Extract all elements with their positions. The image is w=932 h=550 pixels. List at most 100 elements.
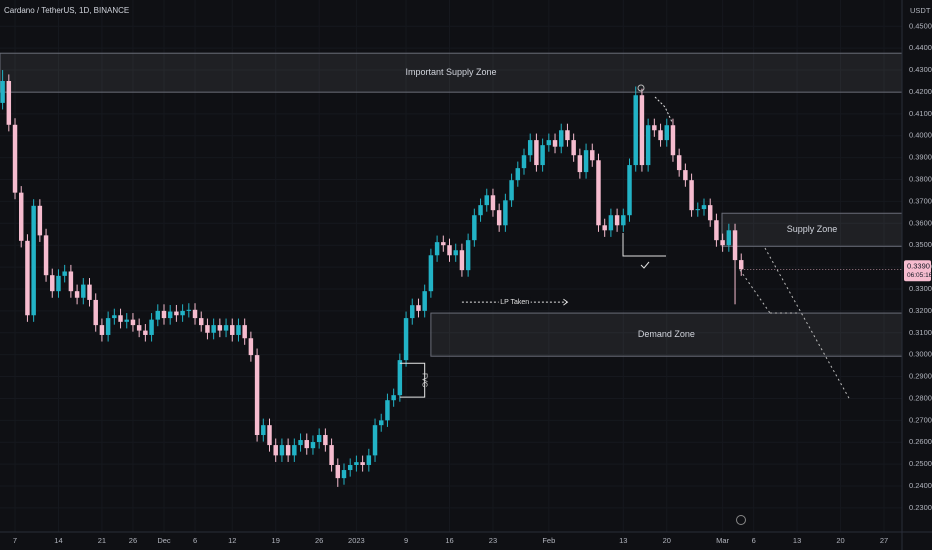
candle-body bbox=[509, 180, 514, 201]
zone-label: Supply Zone bbox=[787, 224, 838, 234]
lp-label-bg bbox=[498, 297, 531, 308]
candle-body bbox=[366, 455, 372, 466]
candle-body bbox=[329, 445, 334, 466]
candle-body bbox=[484, 195, 489, 206]
candle-body bbox=[670, 125, 676, 156]
y-tick-label: 0.3900 bbox=[909, 153, 932, 162]
candle-body bbox=[707, 205, 713, 221]
x-tick-label: Feb bbox=[542, 536, 555, 545]
x-tick-label: Dec bbox=[157, 536, 171, 545]
candle-body bbox=[478, 205, 483, 216]
x-tick-label: 6 bbox=[752, 536, 756, 545]
candle-body bbox=[378, 420, 384, 426]
candle-body bbox=[552, 140, 558, 147]
fvg-label: FVG bbox=[421, 373, 428, 387]
candle-body bbox=[174, 311, 179, 316]
candle-body bbox=[93, 299, 98, 326]
candle-body bbox=[347, 465, 353, 471]
candle-body bbox=[546, 140, 552, 146]
candle-body bbox=[428, 255, 434, 292]
fvg-box bbox=[399, 362, 426, 398]
y-tick-label: 0.4300 bbox=[909, 65, 932, 74]
x-tick-label: 21 bbox=[98, 536, 106, 545]
candle-body bbox=[136, 325, 142, 331]
lp-arrow bbox=[563, 298, 569, 306]
candle-body bbox=[683, 170, 688, 181]
candle-body bbox=[583, 150, 589, 173]
candle-body bbox=[614, 215, 620, 226]
zone bbox=[0, 52, 903, 93]
x-tick-label: 23 bbox=[489, 536, 497, 545]
candle-body bbox=[31, 205, 36, 316]
candle-body bbox=[602, 225, 607, 231]
candle-body bbox=[341, 470, 347, 479]
candle-body bbox=[74, 291, 80, 298]
candle-body bbox=[217, 325, 223, 331]
candle-body bbox=[397, 360, 403, 396]
x-tick-label: 26 bbox=[129, 536, 137, 545]
y-tick-label: 0.3700 bbox=[909, 196, 932, 205]
y-tick-label: 0.2600 bbox=[909, 437, 932, 446]
y-tick-label: 0.2800 bbox=[909, 393, 932, 402]
x-tick-label: 6 bbox=[193, 536, 197, 545]
candle-body bbox=[726, 230, 732, 246]
last-price-label: 0.3390 bbox=[907, 261, 930, 270]
clock-icon[interactable] bbox=[736, 515, 746, 525]
x-tick-label: 20 bbox=[836, 536, 844, 545]
candle-body bbox=[515, 168, 521, 181]
candle-body bbox=[416, 305, 421, 311]
candle-body bbox=[459, 250, 465, 271]
x-tick-label: 14 bbox=[54, 536, 62, 545]
candle-body bbox=[279, 445, 285, 456]
projection-line bbox=[739, 269, 771, 314]
lp-label: LP Taken bbox=[500, 299, 529, 306]
candle-body bbox=[180, 310, 185, 316]
chart-title: Cardano / TetherUS, 1D, BINANCE bbox=[4, 6, 129, 15]
candle-body bbox=[571, 140, 576, 156]
y-tick-label: 0.3000 bbox=[909, 350, 932, 359]
candle-body bbox=[496, 210, 502, 226]
candle-body bbox=[99, 325, 105, 335]
candle-body bbox=[385, 400, 390, 421]
candle-body bbox=[261, 425, 266, 436]
y-tick-label: 0.4200 bbox=[909, 87, 932, 96]
zone bbox=[721, 212, 903, 247]
candle-body bbox=[633, 95, 638, 166]
y-tick-label: 0.2500 bbox=[909, 459, 932, 468]
candle-body bbox=[354, 462, 359, 466]
y-tick-label: 0.3500 bbox=[909, 240, 932, 249]
x-tick-label: 9 bbox=[404, 536, 408, 545]
candle-body bbox=[161, 310, 167, 319]
candle-body bbox=[50, 275, 55, 292]
candle-body bbox=[639, 95, 645, 166]
zone-label: Demand Zone bbox=[638, 329, 695, 339]
candle-body bbox=[422, 291, 427, 311]
candle-body bbox=[559, 130, 564, 147]
candle-body bbox=[658, 130, 663, 141]
candle-body bbox=[372, 425, 378, 456]
y-tick-label: 0.4400 bbox=[909, 43, 932, 52]
candle-body bbox=[472, 215, 477, 241]
candle-body bbox=[25, 240, 30, 316]
candle-body bbox=[335, 465, 341, 479]
candle-body bbox=[248, 338, 254, 356]
candle-body bbox=[6, 81, 12, 125]
candle-body bbox=[43, 235, 49, 276]
candle-body bbox=[720, 240, 725, 246]
candle-body bbox=[465, 240, 471, 271]
candle-body bbox=[211, 325, 216, 333]
candle-body bbox=[695, 209, 701, 211]
candle-body bbox=[621, 215, 626, 226]
swing-line bbox=[654, 96, 673, 123]
candle-body bbox=[360, 462, 365, 466]
liquidity-line bbox=[622, 233, 666, 257]
x-tick-label: 7 bbox=[13, 536, 17, 545]
projection-line bbox=[764, 247, 851, 401]
candle-body bbox=[12, 124, 18, 193]
annotations: LP Taken FVG bbox=[399, 84, 851, 525]
candle-body bbox=[739, 260, 744, 270]
candle-body bbox=[521, 155, 527, 169]
candle-body bbox=[596, 160, 601, 226]
candle-body bbox=[590, 150, 595, 161]
